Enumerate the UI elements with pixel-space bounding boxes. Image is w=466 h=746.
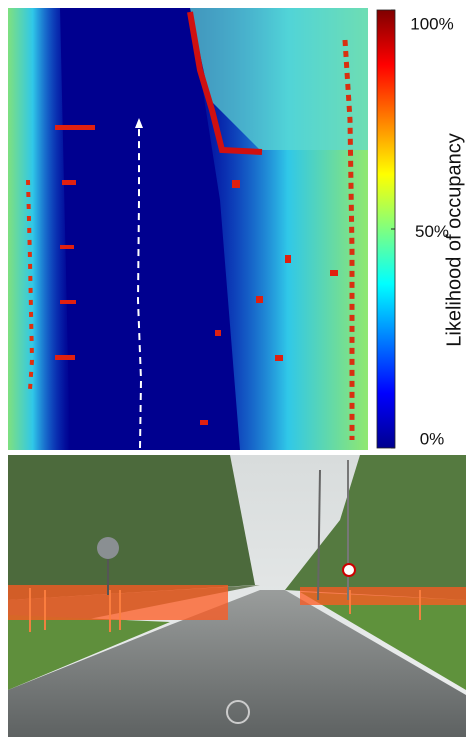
colorbar-tick-label: 0% [420,429,445,448]
camera-photo [8,455,466,737]
figure: Likelihood of occupancy 100%50%0% [0,0,466,741]
colorbar-tick-label: 50% [415,222,449,241]
page: Likelihood of occupancy 100%50%0% (() =>… [0,0,466,746]
colorbar: Likelihood of occupancy 100%50%0% [377,10,465,448]
colorbar-tick-label: 100% [410,14,453,33]
occupancy-map [8,8,368,450]
